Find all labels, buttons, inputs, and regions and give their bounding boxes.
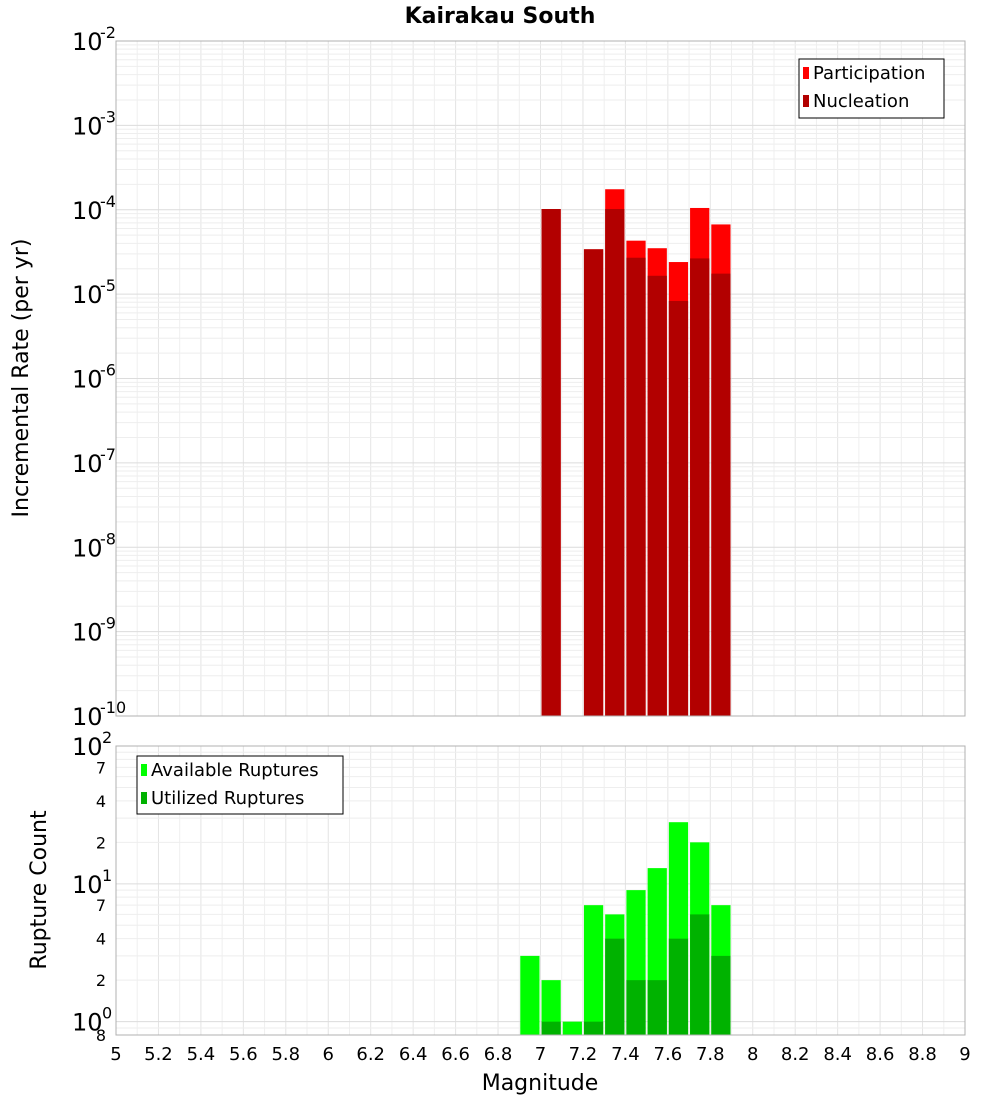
count-y-minor-tick-label: 8 (96, 1026, 106, 1045)
legend-label: Available Ruptures (151, 760, 319, 781)
count-bar-utilized-ruptures-7.85 (711, 955, 731, 1035)
rate-y-tick-label: 10 (72, 197, 103, 225)
rate-plot-legend: Participation Nucleation (798, 58, 945, 119)
rate-bar-nucleation-7.45 (626, 257, 646, 716)
legend-swatch (803, 95, 809, 107)
count-y-minor-tick-label: 4 (96, 930, 106, 949)
x-tick-label: 7.8 (696, 1044, 725, 1065)
rate-y-tick-exponent: -9 (100, 614, 116, 633)
rate-y-tick-label: 10 (72, 450, 103, 478)
count-bar-utilized-ruptures-7.25 (583, 1021, 604, 1035)
rate-y-tick-exponent: -6 (100, 361, 116, 380)
legend-swatch (803, 67, 809, 79)
count-bar-utilized-ruptures-7.05 (541, 1021, 561, 1035)
rate-bar-nucleation-7.35 (605, 209, 625, 716)
rate-plot-y-axis-label: Incremental Rate (per yr) (9, 239, 34, 518)
rate-bar-nucleation-7.75 (690, 258, 710, 716)
legend-label: Participation (813, 63, 925, 84)
rate-y-tick-exponent: -4 (100, 192, 116, 211)
count-plot-y-axis-label: Rupture Count (27, 810, 52, 970)
rate-y-tick-label: 10 (72, 534, 103, 562)
x-tick-label: 6.4 (399, 1044, 428, 1065)
count-y-tick-exponent: 0 (102, 1004, 112, 1023)
rate-bar-nucleation-7.05 (541, 209, 561, 716)
count-y-tick-label: 10 (72, 733, 103, 761)
count-y-tick-exponent: 2 (102, 728, 112, 747)
rate-plot-grid (115, 40, 966, 717)
count-y-tick-exponent: 1 (102, 866, 112, 885)
rate-plot-bars (541, 189, 731, 717)
count-bar-utilized-ruptures-7.75 (690, 914, 710, 1035)
x-axis-ticks: 5 5.2 5.4 5.6 5.8 6 6.2 6.4 6.6 6.8 7 7.2 7.4 7.6 7.8 8… (110, 1044, 970, 1065)
x-tick-label: 6.6 (441, 1044, 470, 1065)
x-tick-label: 5 (110, 1044, 121, 1065)
count-bar-utilized-ruptures-7.55 (647, 980, 667, 1035)
count-y-minor-tick-label: 2 (96, 833, 106, 852)
rate-bar-nucleation-7.25 (583, 249, 604, 716)
count-bar-available-ruptures-7.15 (562, 1021, 582, 1035)
count-y-minor-tick-label: 4 (96, 792, 106, 811)
count-bar-utilized-ruptures-7.65 (668, 938, 689, 1035)
legend-box (136, 755, 344, 815)
rate-y-tick-exponent: -5 (100, 276, 116, 295)
count-bar-available-ruptures-6.95 (520, 955, 540, 1035)
count-y-tick-label: 10 (72, 871, 103, 899)
count-y-minor-tick-label: 7 (96, 896, 106, 915)
x-tick-label: 7.4 (611, 1044, 640, 1065)
rate-plot-y-ticks: 10-210-310-410-510-610-710-810-910-10 (72, 23, 126, 731)
rate-bar-nucleation-7.85 (711, 273, 731, 716)
rate-y-tick-exponent: -10 (100, 698, 126, 717)
x-tick-label: 6.8 (484, 1044, 513, 1065)
count-y-minor-tick-label: 2 (96, 971, 106, 990)
rate-y-tick-label: 10 (72, 112, 103, 140)
rate-plot-frame (115, 40, 966, 717)
count-bar-utilized-ruptures-7.35 (605, 938, 625, 1035)
count-bar-available-ruptures-7.25 (583, 905, 604, 1035)
rate-bar-nucleation-7.55 (647, 275, 667, 716)
rate-y-tick-label: 10 (72, 28, 103, 56)
x-tick-label: 7.6 (654, 1044, 683, 1065)
rate-y-tick-exponent: -8 (100, 529, 116, 548)
x-tick-label: 7.2 (569, 1044, 598, 1065)
x-tick-label: 5.6 (229, 1044, 258, 1065)
x-tick-label: 8.6 (866, 1044, 895, 1065)
count-plot-legend: Available Ruptures Utilized Ruptures (136, 755, 344, 815)
x-tick-label: 7 (535, 1044, 546, 1065)
legend-swatch (141, 792, 147, 804)
count-y-minor-tick-label: 7 (96, 758, 106, 777)
rate-y-tick-label: 10 (72, 366, 103, 394)
x-tick-label: 8 (747, 1044, 758, 1065)
count-plot-bars (520, 822, 731, 1035)
rate-y-tick-label: 10 (72, 281, 103, 309)
x-tick-label: 6 (323, 1044, 334, 1065)
legend-label: Nucleation (813, 91, 909, 112)
x-tick-label: 6.2 (356, 1044, 385, 1065)
count-plot-frame (115, 745, 966, 1036)
count-bar-available-ruptures-7.05 (541, 980, 561, 1035)
legend-box (798, 58, 945, 119)
chart-title: Kairakau South (405, 4, 596, 29)
count-y-tick-label: 10 (72, 1009, 103, 1037)
x-tick-label: 8.8 (908, 1044, 937, 1065)
rate-y-tick-label: 10 (72, 619, 103, 647)
legend-label: Utilized Ruptures (151, 788, 304, 809)
x-axis-label: Magnitude (482, 1071, 599, 1096)
rate-y-tick-exponent: -7 (100, 445, 116, 464)
x-tick-label: 8.2 (781, 1044, 810, 1065)
legend-swatch (141, 764, 147, 776)
rate-y-tick-exponent: -2 (100, 23, 116, 42)
rate-bar-nucleation-7.65 (668, 300, 689, 716)
x-tick-label: 5.2 (144, 1044, 173, 1065)
x-tick-label: 8.4 (823, 1044, 852, 1065)
x-tick-label: 5.8 (271, 1044, 300, 1065)
x-tick-label: 5.4 (187, 1044, 216, 1065)
x-tick-label: 9 (959, 1044, 970, 1065)
count-bar-utilized-ruptures-7.45 (626, 980, 646, 1035)
rate-y-tick-label: 10 (72, 703, 103, 731)
rate-y-tick-exponent: -3 (100, 107, 116, 126)
